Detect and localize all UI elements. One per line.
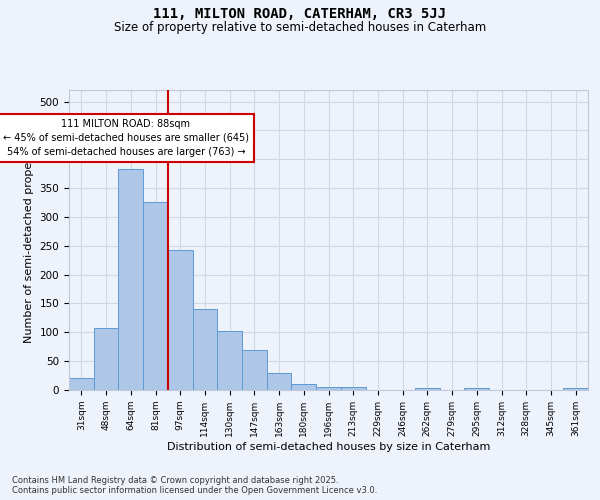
Bar [464, 388, 489, 390]
Text: Size of property relative to semi-detached houses in Caterham: Size of property relative to semi-detach… [114, 21, 486, 34]
Bar [168, 250, 193, 390]
Bar [94, 328, 118, 390]
Bar [69, 378, 94, 390]
Bar [292, 384, 316, 390]
Bar [118, 169, 143, 390]
Bar [415, 388, 440, 390]
Bar [143, 202, 168, 390]
Bar [341, 386, 365, 390]
Bar [217, 331, 242, 390]
Y-axis label: Number of semi-detached properties: Number of semi-detached properties [24, 137, 34, 343]
Text: 111, MILTON ROAD, CATERHAM, CR3 5JJ: 111, MILTON ROAD, CATERHAM, CR3 5JJ [154, 8, 446, 22]
Bar [316, 386, 341, 390]
Bar [193, 308, 217, 390]
Text: Contains HM Land Registry data © Crown copyright and database right 2025.
Contai: Contains HM Land Registry data © Crown c… [12, 476, 377, 495]
Bar [267, 372, 292, 390]
Bar [563, 388, 588, 390]
Bar [242, 350, 267, 390]
Text: 111 MILTON ROAD: 88sqm
← 45% of semi-detached houses are smaller (645)
54% of se: 111 MILTON ROAD: 88sqm ← 45% of semi-det… [3, 119, 249, 157]
X-axis label: Distribution of semi-detached houses by size in Caterham: Distribution of semi-detached houses by … [167, 442, 490, 452]
